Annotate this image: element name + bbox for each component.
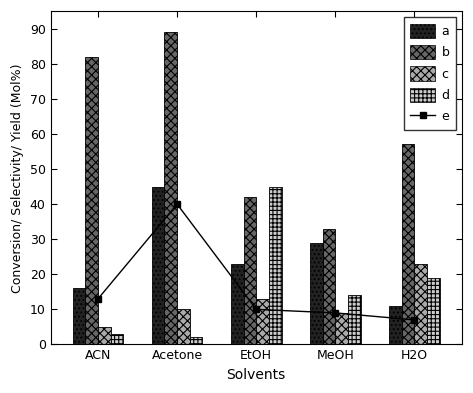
Bar xyxy=(85,57,98,345)
Y-axis label: Conversion/ Selectivity/ Yield (Mol%): Conversion/ Selectivity/ Yield (Mol%) xyxy=(11,63,24,292)
Bar xyxy=(389,306,402,345)
Bar xyxy=(427,278,440,345)
Bar xyxy=(98,327,111,345)
X-axis label: Solvents: Solvents xyxy=(227,368,286,382)
Bar xyxy=(190,338,202,345)
Legend: a, b, c, d, e: a, b, c, d, e xyxy=(404,17,455,130)
Bar xyxy=(111,334,123,345)
e xyxy=(174,202,180,206)
Bar xyxy=(402,145,414,345)
Bar xyxy=(323,229,335,345)
Bar xyxy=(152,187,165,345)
Bar xyxy=(177,309,190,345)
Bar xyxy=(348,296,360,345)
e xyxy=(412,318,417,322)
Bar xyxy=(335,313,348,345)
Line: e: e xyxy=(95,201,418,323)
e xyxy=(333,310,338,315)
Bar xyxy=(165,32,177,345)
Bar xyxy=(231,264,244,345)
e xyxy=(95,296,101,301)
Bar xyxy=(244,197,256,345)
e xyxy=(254,307,259,312)
Bar xyxy=(310,243,323,345)
Bar xyxy=(269,187,281,345)
Bar xyxy=(73,288,85,345)
Bar xyxy=(256,299,269,345)
Bar xyxy=(414,264,427,345)
